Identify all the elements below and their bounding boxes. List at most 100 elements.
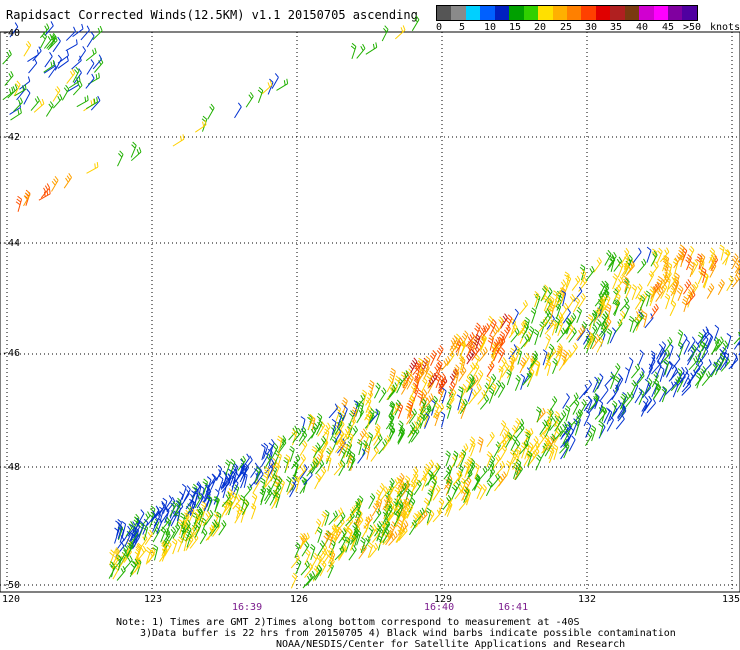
wind-barb (316, 526, 323, 543)
legend-label: >50 (683, 22, 702, 33)
wind-barb (685, 372, 694, 388)
wind-barb (668, 274, 677, 290)
wind-barb (668, 367, 679, 382)
wind-barb (237, 455, 246, 471)
wind-barb (519, 439, 529, 455)
wind-barb (72, 23, 84, 38)
wind-barb (250, 503, 257, 520)
wind-barb (396, 402, 404, 419)
wind-barb (454, 484, 464, 500)
wind-barb (313, 564, 322, 580)
wind-barb (357, 448, 366, 464)
wind-barb (328, 403, 339, 419)
wind-barb (679, 333, 688, 350)
wind-barb (94, 57, 104, 73)
legend-swatch (639, 6, 654, 20)
wind-barb (460, 477, 467, 494)
wind-barb (286, 476, 292, 493)
wind-barb (334, 545, 345, 561)
wind-barb (368, 524, 377, 540)
legend-swatch (465, 6, 481, 20)
wind-barb (630, 379, 637, 396)
wind-barb (72, 66, 80, 83)
wind-barb (571, 275, 581, 291)
wind-barb (291, 454, 301, 470)
time-label-1641: 16:41 (498, 602, 529, 613)
wind-barb (185, 493, 194, 510)
wind-barb (65, 39, 78, 52)
wind-barb (326, 557, 335, 573)
wind-barb (486, 431, 495, 448)
wind-barb (306, 461, 316, 477)
wind-barb (530, 307, 537, 324)
wind-barb (449, 340, 458, 357)
wind-barb (111, 553, 120, 570)
wind-barb (659, 247, 670, 263)
legend-swatch (552, 6, 567, 20)
wind-barb (464, 476, 472, 493)
wind-barb (354, 509, 362, 526)
legend-label: 30 (585, 22, 598, 33)
wind-barb (544, 333, 551, 350)
wind-barb (397, 427, 404, 443)
wind-barb (660, 274, 670, 290)
map-frame (0, 31, 740, 593)
wind-barb (685, 254, 692, 271)
wind-barb (307, 426, 317, 442)
wind-barb (85, 47, 97, 62)
wind-barb (477, 325, 487, 341)
wind-barb (234, 102, 242, 119)
wind-barb (446, 402, 452, 419)
wind-barb (499, 420, 507, 437)
wind-barb (440, 411, 446, 428)
wind-barb (311, 457, 319, 474)
wind-barb (232, 467, 238, 485)
lat-label-44: -44 (2, 238, 21, 249)
wind-barb (459, 398, 468, 415)
wind-barb (724, 351, 730, 368)
wind-barb (294, 542, 301, 559)
wind-barb (495, 460, 505, 476)
lat-label-50: -50 (2, 580, 21, 591)
legend-swatch (509, 6, 524, 20)
wind-barb (461, 330, 469, 347)
wind-barb (339, 534, 347, 551)
wind-barb (361, 389, 367, 406)
wind-barb (490, 324, 500, 341)
wind-barb (463, 486, 470, 503)
wind-barb (632, 247, 642, 263)
wind-barb (489, 318, 497, 335)
wind-barb (672, 381, 679, 398)
wind-barb (609, 327, 617, 344)
wind-barb (560, 302, 569, 319)
wind-barb (215, 511, 222, 528)
wind-barb (385, 529, 394, 546)
wind-barb (146, 510, 156, 526)
wind-barb (498, 357, 507, 373)
legend-swatch (538, 6, 553, 20)
wind-barb (576, 306, 582, 323)
wind-barb (302, 573, 313, 589)
wind-barb (606, 328, 613, 345)
wind-barb (476, 370, 484, 386)
wind-barb (471, 475, 481, 491)
wind-barb (368, 493, 376, 509)
wind-barb (596, 373, 604, 390)
wind-barb (602, 280, 609, 297)
wind-barb (76, 95, 89, 108)
wind-barb (173, 500, 182, 516)
wind-barb (645, 377, 653, 394)
wind-barb (368, 408, 375, 424)
wind-barb (563, 442, 570, 459)
wind-barb (207, 103, 215, 120)
wind-barb (402, 499, 408, 516)
wind-barb (509, 354, 516, 371)
wind-barb (52, 93, 63, 109)
wind-barb (218, 520, 227, 536)
wind-barb (472, 333, 481, 350)
wind-barb (239, 494, 246, 511)
wind-barb (401, 481, 410, 497)
wind-barb (659, 341, 667, 358)
wind-barb (266, 464, 274, 481)
